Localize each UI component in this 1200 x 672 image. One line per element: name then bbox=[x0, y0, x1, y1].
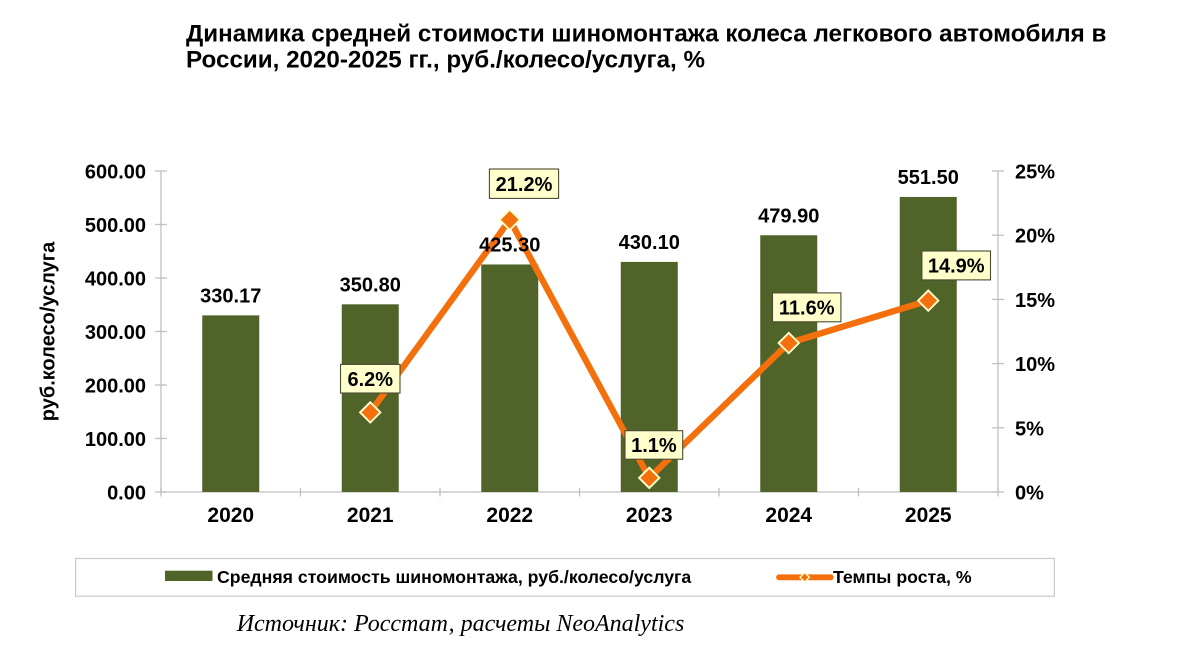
svg-text:2025: 2025 bbox=[905, 504, 952, 527]
svg-text:400.00: 400.00 bbox=[85, 269, 146, 291]
svg-text:России, 2020-2025 гг., руб./ко: России, 2020-2025 гг., руб./колесо/услуг… bbox=[186, 47, 705, 74]
svg-text:430.10: 430.10 bbox=[619, 232, 680, 254]
svg-text:350.80: 350.80 bbox=[340, 274, 401, 296]
svg-text:200.00: 200.00 bbox=[85, 376, 146, 398]
svg-text:479.90: 479.90 bbox=[758, 205, 819, 227]
svg-text:Темпы роста, %: Темпы роста, % bbox=[833, 567, 972, 587]
svg-text:300.00: 300.00 bbox=[85, 322, 146, 344]
svg-text:Динамика средней стоимости шин: Динамика средней стоимости шиномонтажа к… bbox=[186, 21, 1106, 48]
svg-text:Источник: Росстат, расчеты Neo: Источник: Росстат, расчеты NeoAnalytics bbox=[236, 611, 685, 637]
svg-text:330.17: 330.17 bbox=[200, 285, 261, 307]
svg-text:25%: 25% bbox=[1015, 162, 1055, 184]
svg-text:20%: 20% bbox=[1015, 226, 1055, 248]
svg-text:15%: 15% bbox=[1015, 290, 1055, 312]
svg-text:11.6%: 11.6% bbox=[779, 298, 835, 320]
svg-text:Средняя стоимость шиномонтажа,: Средняя стоимость шиномонтажа, руб./коле… bbox=[217, 567, 691, 587]
svg-text:551.50: 551.50 bbox=[898, 167, 959, 189]
svg-text:5%: 5% bbox=[1015, 418, 1044, 440]
svg-text:1.1%: 1.1% bbox=[631, 435, 677, 457]
svg-text:600.00: 600.00 bbox=[85, 162, 146, 184]
svg-text:2022: 2022 bbox=[486, 504, 533, 527]
svg-text:0%: 0% bbox=[1015, 483, 1044, 505]
svg-text:руб.колесо/услуга: руб.колесо/услуга bbox=[37, 241, 59, 421]
svg-text:2024: 2024 bbox=[765, 504, 812, 527]
svg-text:0.00: 0.00 bbox=[107, 483, 146, 505]
svg-text:21.2%: 21.2% bbox=[496, 174, 553, 196]
svg-text:2023: 2023 bbox=[626, 504, 673, 527]
svg-text:100.00: 100.00 bbox=[85, 429, 146, 451]
svg-text:6.2%: 6.2% bbox=[347, 369, 393, 391]
svg-text:2020: 2020 bbox=[207, 504, 254, 527]
svg-text:2021: 2021 bbox=[347, 504, 394, 527]
svg-text:500.00: 500.00 bbox=[85, 215, 146, 237]
svg-text:14.9%: 14.9% bbox=[928, 256, 985, 278]
svg-text:10%: 10% bbox=[1015, 354, 1055, 376]
svg-text:425.30: 425.30 bbox=[479, 235, 540, 257]
